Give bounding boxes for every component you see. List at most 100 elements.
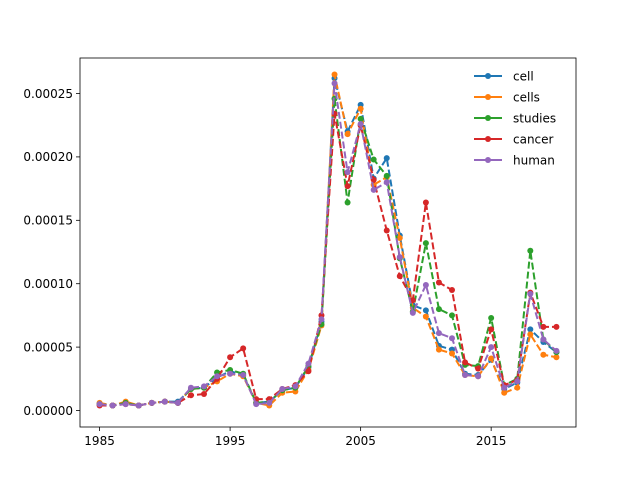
legend-label: cell: [513, 69, 534, 83]
data-point-cancer: [462, 359, 469, 366]
data-point-human: [109, 402, 116, 409]
data-point-cancer: [488, 326, 495, 333]
data-point-cancer: [344, 183, 351, 190]
legend-swatch-marker: [485, 73, 491, 79]
data-point-cells: [331, 71, 338, 78]
data-point-cells: [553, 354, 560, 361]
data-point-cancer: [240, 345, 247, 352]
data-point-human: [253, 401, 260, 408]
data-point-human: [292, 383, 299, 390]
data-point-cells: [527, 331, 534, 338]
legend-swatch-marker: [485, 136, 491, 142]
y-tick-label: 0.00025: [23, 87, 73, 101]
data-point-human: [240, 372, 247, 379]
data-point-cells: [396, 235, 403, 242]
x-tick-label: 1985: [84, 434, 115, 448]
data-point-cells: [501, 389, 508, 396]
data-point-human: [488, 344, 495, 351]
data-point-cells: [514, 384, 521, 391]
data-point-studies: [344, 199, 351, 206]
data-point-human: [227, 370, 234, 377]
data-point-cancer: [227, 354, 234, 361]
legend-item-cell: cell: [474, 69, 534, 83]
data-point-human: [514, 378, 521, 385]
legend-label: studies: [513, 111, 556, 125]
data-point-cancer: [422, 199, 429, 206]
data-point-studies: [370, 156, 377, 163]
data-point-human: [462, 372, 469, 379]
data-point-studies: [449, 312, 455, 319]
data-point-cancer: [475, 365, 482, 372]
data-point-human: [422, 281, 429, 288]
y-tick-label: 0.00010: [23, 277, 73, 291]
x-tick-label: 2005: [345, 434, 376, 448]
data-point-human: [527, 290, 534, 297]
legend-item-cancer: cancer: [474, 132, 554, 146]
data-point-human: [501, 384, 508, 391]
legend-label: human: [513, 153, 555, 167]
data-point-human: [148, 399, 155, 406]
data-point-human: [122, 401, 129, 408]
data-point-human: [449, 335, 455, 342]
legend-label: cancer: [513, 132, 554, 146]
data-point-cell: [383, 155, 390, 162]
legend-swatch-marker: [485, 94, 491, 100]
y-axis: 0.00000 0.00005 0.00010 0.00015 0.00020 0.000…: [23, 87, 80, 418]
data-point-cell: [422, 307, 429, 314]
data-point-cancer: [540, 323, 547, 330]
data-point-cancer: [305, 368, 312, 375]
data-point-human: [266, 399, 273, 406]
data-point-human: [279, 385, 286, 392]
y-tick-label: 0.00000: [23, 404, 73, 418]
data-point-human: [475, 373, 482, 380]
data-point-cancer: [396, 273, 403, 280]
data-point-human: [201, 383, 207, 390]
x-tick-label: 1995: [215, 434, 246, 448]
data-point-human: [161, 398, 168, 405]
data-point-human: [383, 179, 390, 186]
data-point-cells: [449, 350, 455, 357]
data-point-human: [318, 316, 325, 323]
data-point-human: [187, 384, 194, 391]
data-point-human: [370, 186, 377, 193]
series-layer: [96, 71, 560, 409]
legend-swatch-marker: [485, 157, 491, 163]
data-point-cells: [422, 313, 429, 320]
data-point-human: [357, 120, 364, 127]
y-tick-label: 0.00020: [23, 150, 73, 164]
data-point-cells: [344, 131, 351, 138]
data-point-human: [305, 360, 312, 367]
series-human: [96, 80, 560, 409]
plot-frame: [79, 57, 577, 428]
data-point-human: [214, 373, 221, 380]
data-point-human: [344, 169, 351, 176]
legend-item-human: human: [474, 153, 555, 167]
x-tick-label: 2015: [476, 434, 507, 448]
data-point-cancer: [201, 391, 207, 398]
data-point-cancer: [435, 279, 442, 286]
data-point-cells: [357, 105, 364, 112]
data-point-cancer: [187, 392, 194, 399]
data-point-studies: [422, 240, 429, 247]
data-point-studies: [488, 314, 495, 321]
data-point-human: [409, 309, 416, 316]
legend-item-studies: studies: [474, 111, 556, 125]
data-point-cells: [435, 346, 442, 353]
y-tick-label: 0.00015: [23, 214, 73, 228]
data-point-cells: [540, 351, 547, 358]
data-point-cells: [488, 355, 495, 362]
data-point-human: [174, 399, 181, 406]
data-point-human: [553, 347, 560, 354]
data-point-human: [135, 402, 142, 409]
legend-label: cells: [513, 90, 540, 104]
data-point-studies: [357, 115, 364, 122]
data-point-cancer: [449, 287, 455, 294]
data-point-human: [540, 336, 547, 343]
legend-swatch-marker: [485, 115, 491, 121]
data-point-studies: [383, 172, 390, 179]
data-point-cancer: [383, 227, 390, 234]
data-point-cell: [527, 326, 534, 333]
legend-item-cells: cells: [474, 90, 540, 104]
